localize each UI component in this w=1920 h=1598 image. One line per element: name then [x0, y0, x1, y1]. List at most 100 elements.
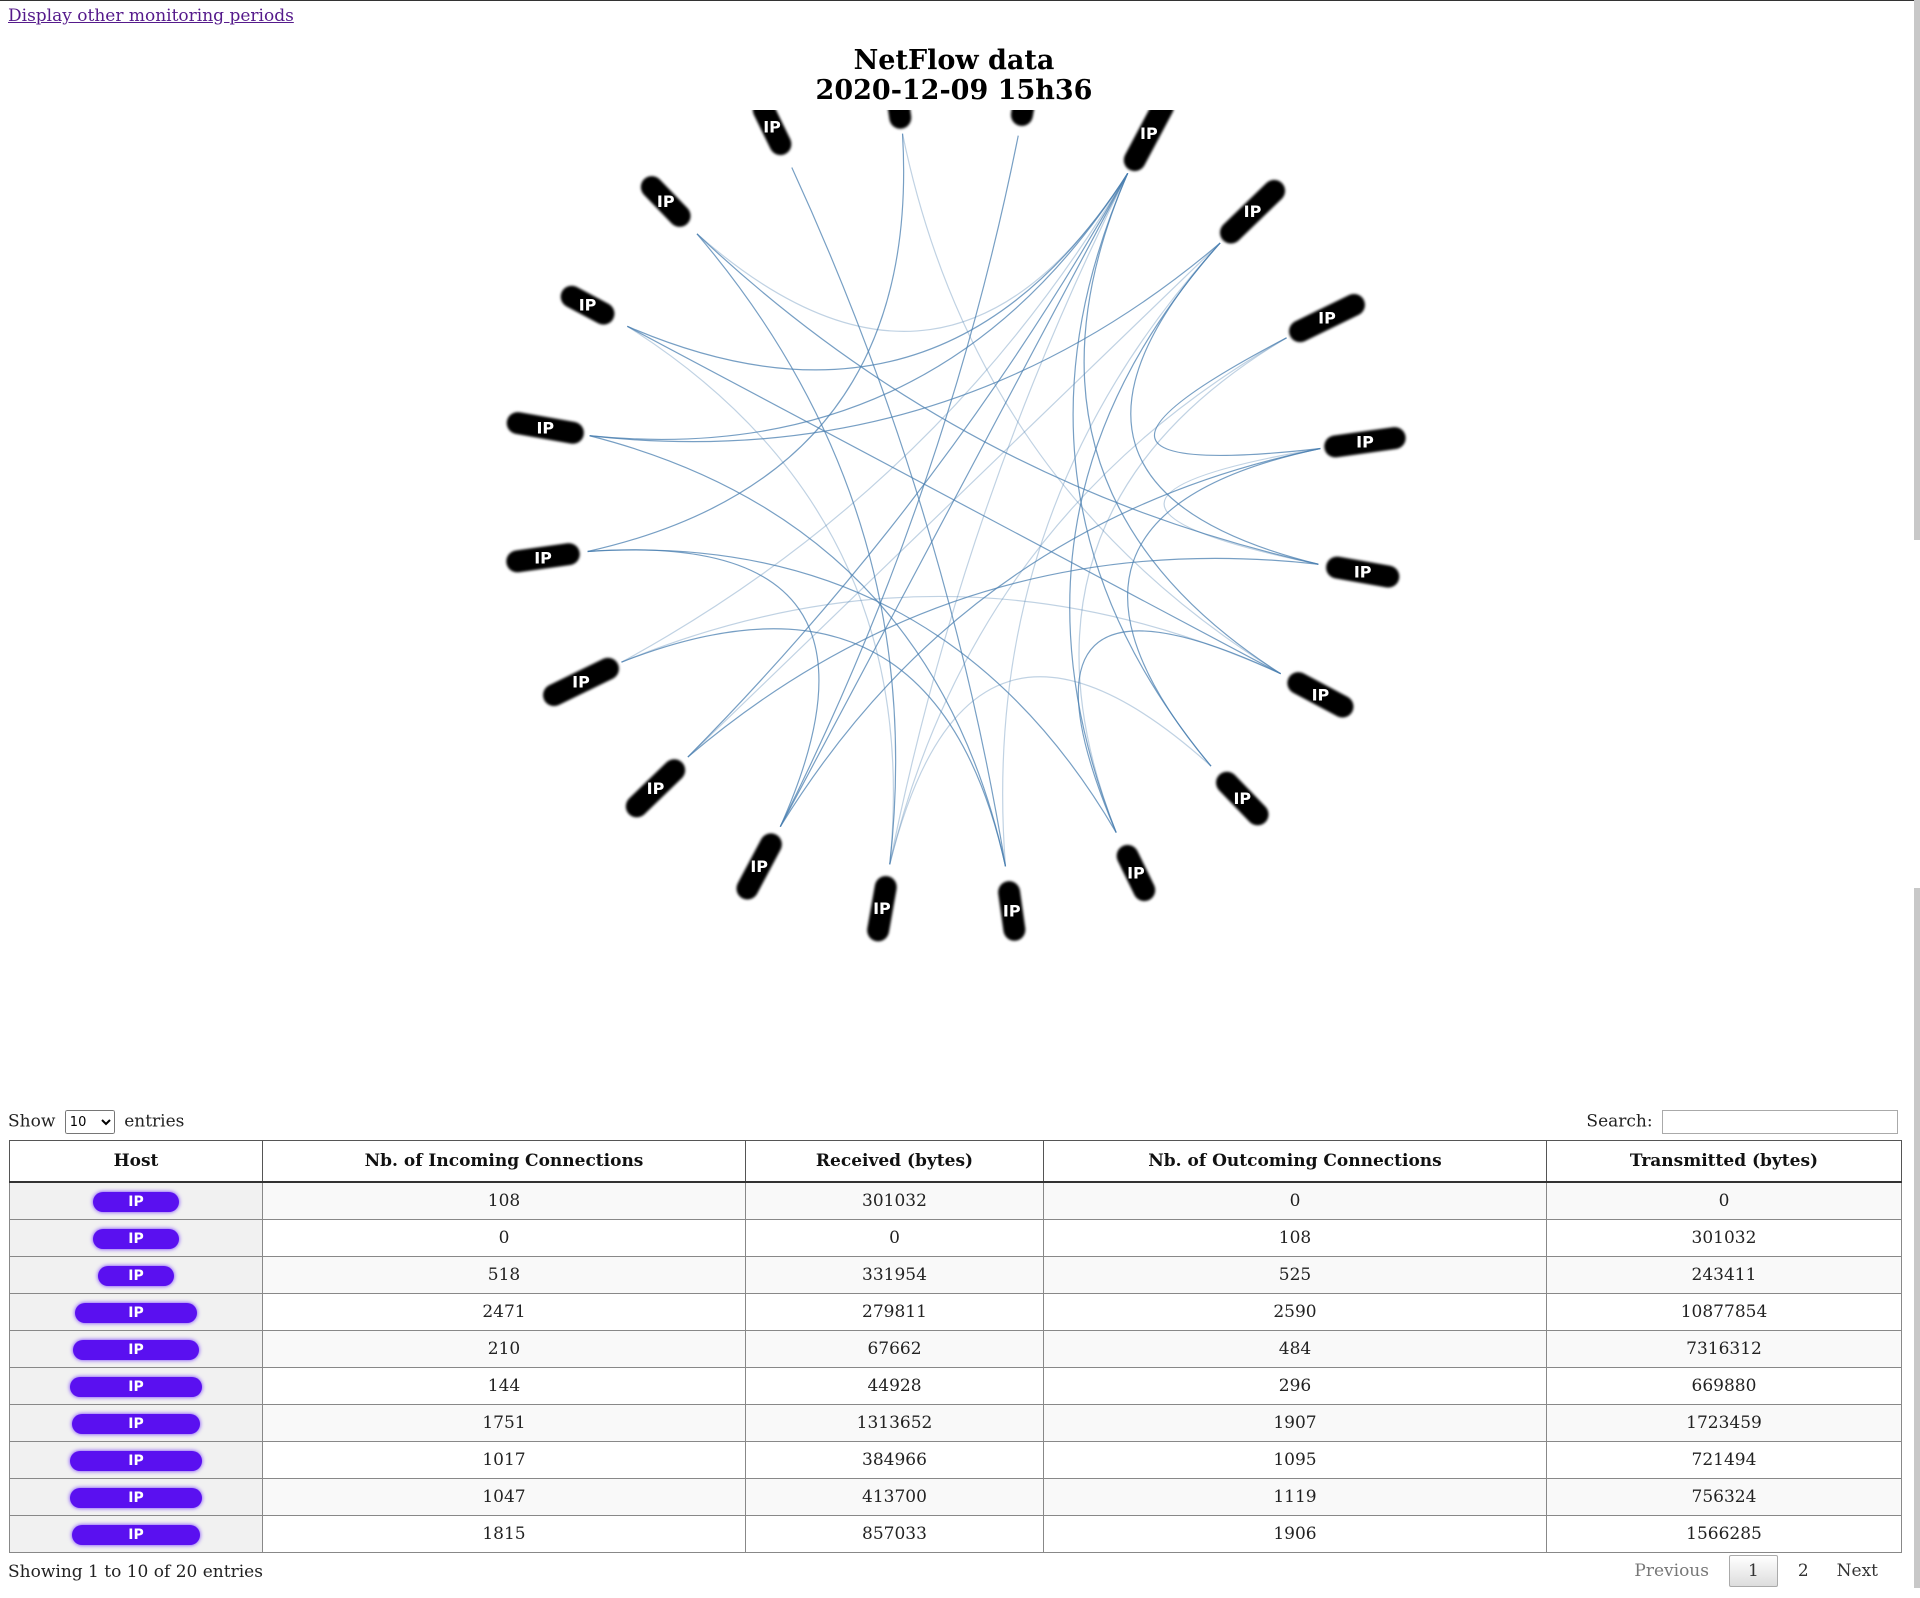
cell-transmitted: 0 — [1546, 1181, 1902, 1220]
host-node-shape[interactable] — [621, 755, 690, 822]
table-row: IP 210 67662 484 7316312 — [9, 1330, 1902, 1368]
host-node[interactable]: IP — [635, 170, 697, 233]
host-node-shape[interactable] — [1324, 555, 1401, 590]
host-node[interactable]: IP — [865, 874, 898, 943]
host-node-shape[interactable] — [636, 172, 695, 232]
host-node[interactable]: IP — [620, 753, 691, 823]
cell-incoming: 1047 — [262, 1478, 746, 1516]
cell-incoming: 1815 — [262, 1515, 746, 1553]
host-node[interactable]: IP — [997, 880, 1027, 942]
host-node[interactable]: IP — [1119, 110, 1179, 176]
host-node[interactable]: IP — [1210, 766, 1275, 832]
page-button-1[interactable]: 1 — [1728, 1555, 1778, 1587]
host-ip-badge[interactable]: IP — [93, 1191, 179, 1212]
connection-link — [791, 167, 1007, 867]
host-node-label: IP — [1244, 202, 1262, 221]
cell-outgoing: 1907 — [1043, 1404, 1547, 1442]
connection-link — [889, 173, 1129, 865]
search-control: Search: — [1586, 1110, 1898, 1134]
previous-button[interactable]: Previous — [1634, 1561, 1709, 1581]
host-node-shape[interactable] — [1283, 668, 1357, 721]
table-info: Showing 1 to 10 of 20 entries — [8, 1562, 263, 1582]
host-node-shape[interactable] — [505, 542, 581, 574]
connection-link — [626, 325, 894, 865]
host-node[interactable]: IP — [748, 110, 796, 159]
connection-link — [1130, 242, 1319, 565]
next-button[interactable]: Next — [1836, 1561, 1878, 1581]
host-node-label: IP — [536, 418, 554, 437]
cell-received: 1313652 — [745, 1404, 1044, 1442]
connection-link — [1078, 337, 1287, 833]
host-node-shape[interactable] — [1009, 110, 1043, 128]
host-node[interactable]: IP — [731, 829, 787, 904]
host-ip-badge[interactable]: IP — [70, 1450, 202, 1471]
connection-link — [889, 676, 1212, 865]
host-node-label: IP — [579, 296, 597, 315]
cell-received: 0 — [745, 1219, 1044, 1257]
host-ip-badge[interactable]: IP — [70, 1376, 202, 1397]
column-header-outgoing[interactable]: Nb. of Outcoming Connections — [1043, 1140, 1547, 1183]
host-node-shape[interactable] — [1120, 110, 1178, 175]
host-node-shape[interactable] — [1215, 175, 1289, 248]
column-header-incoming[interactable]: Nb. of Incoming Connections — [262, 1140, 746, 1183]
host-node-shape[interactable] — [880, 110, 913, 130]
host-ip-badge[interactable]: IP — [93, 1228, 179, 1249]
host-node-shape[interactable] — [557, 282, 619, 329]
scrollbar-track[interactable] — [1914, 888, 1920, 1588]
cell-incoming: 108 — [262, 1181, 746, 1220]
host-node[interactable]: IP — [880, 110, 913, 130]
scrollbar-thumb[interactable] — [1914, 0, 1920, 540]
host-node-shape[interactable] — [1113, 841, 1159, 905]
page-length-select[interactable]: 10 — [64, 1110, 115, 1134]
cell-outgoing: 1119 — [1043, 1478, 1547, 1516]
host-ip-badge[interactable]: IP — [75, 1302, 197, 1323]
host-cell: IP — [9, 1441, 263, 1479]
host-node[interactable]: IP — [505, 410, 586, 445]
host-node-shape[interactable] — [505, 410, 586, 445]
column-header-host[interactable]: Host — [9, 1140, 263, 1183]
host-node-shape[interactable] — [1285, 290, 1368, 346]
cell-outgoing: 296 — [1043, 1367, 1547, 1405]
table-row: IP 144 44928 296 669880 — [9, 1367, 1902, 1405]
host-node-label: IP — [1312, 685, 1330, 704]
host-node[interactable]: IP — [1324, 555, 1401, 590]
cell-transmitted: 1723459 — [1546, 1404, 1902, 1442]
search-input[interactable] — [1662, 1110, 1898, 1134]
host-node[interactable]: IP — [1285, 289, 1370, 347]
host-cell: IP — [9, 1478, 263, 1516]
host-ip-badge[interactable]: IP — [72, 1524, 200, 1545]
host-ip-badge[interactable]: IP — [72, 1413, 200, 1434]
connection-link — [889, 337, 1287, 865]
table-row: IP 518 331954 525 243411 — [9, 1256, 1902, 1294]
page-button-2[interactable]: 2 — [1797, 1561, 1809, 1581]
host-node[interactable]: IP — [1283, 667, 1358, 723]
host-node-shape[interactable] — [749, 110, 795, 159]
host-ip-badge[interactable]: IP — [98, 1265, 174, 1286]
column-header-transmitted[interactable]: Transmitted (bytes) — [1546, 1140, 1902, 1183]
host-node[interactable]: IP — [556, 280, 619, 329]
host-node-shape[interactable] — [1323, 426, 1407, 459]
host-node-label: IP — [572, 672, 590, 691]
host-node[interactable]: IP — [505, 542, 581, 574]
connection-link — [589, 242, 1221, 443]
cell-transmitted: 669880 — [1546, 1367, 1902, 1405]
host-node[interactable]: IP — [1009, 110, 1043, 128]
host-node-shape[interactable] — [1211, 767, 1273, 830]
host-node-shape[interactable] — [539, 654, 622, 710]
host-node-shape[interactable] — [997, 880, 1027, 942]
cell-incoming: 1017 — [262, 1441, 746, 1479]
host-ip-badge[interactable]: IP — [70, 1487, 202, 1508]
host-node[interactable]: IP — [1214, 174, 1291, 250]
host-node-label: IP — [1003, 901, 1021, 920]
connection-link — [589, 435, 1007, 867]
title-line-1: NetFlow data — [853, 45, 1055, 76]
host-node-shape[interactable] — [733, 829, 786, 903]
host-node-shape[interactable] — [865, 874, 898, 943]
cell-received: 301032 — [745, 1181, 1044, 1220]
column-header-received[interactable]: Received (bytes) — [745, 1140, 1044, 1183]
display-periods-link[interactable]: Display other monitoring periods — [8, 6, 294, 26]
host-node[interactable]: IP — [1323, 426, 1407, 459]
host-node[interactable]: IP — [539, 653, 624, 711]
host-node[interactable]: IP — [1112, 841, 1160, 906]
host-ip-badge[interactable]: IP — [73, 1339, 199, 1360]
